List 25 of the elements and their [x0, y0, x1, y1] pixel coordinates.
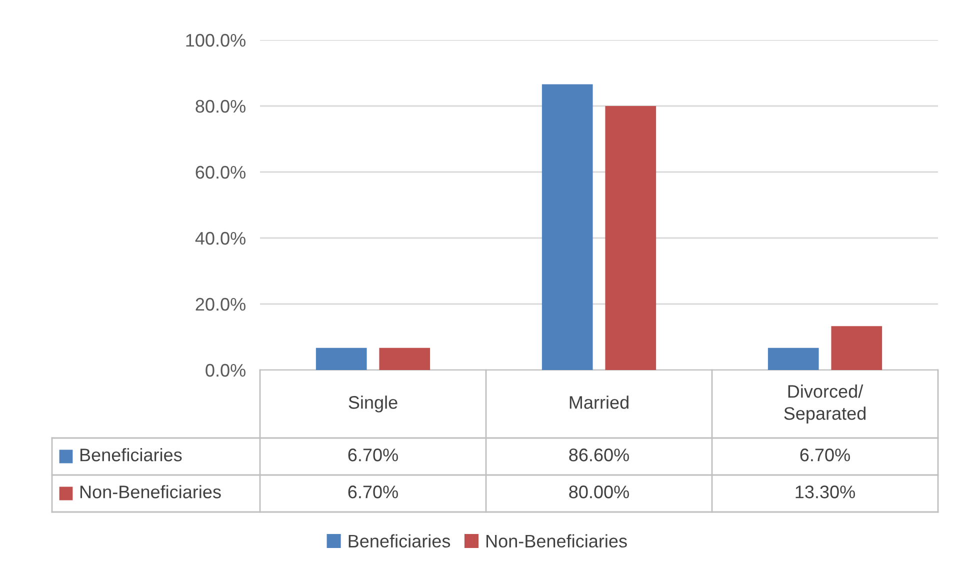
data-label: 6.70%: [800, 448, 850, 462]
y-tick-label: 20.0%: [196, 298, 246, 311]
data-label: 6.70%: [348, 448, 398, 462]
legend-label: Non-Beneficiaries: [486, 534, 627, 548]
data-label: 80.00%: [569, 486, 629, 498]
x-tick-label: Divorced/ Separated: [784, 384, 866, 424]
y-tick-label: 100.0%: [186, 34, 246, 47]
text: Beneficiaries: [348, 534, 450, 548]
bar: [379, 348, 430, 370]
y-tick-label: 40.0%: [195, 232, 246, 245]
bar: [605, 106, 656, 370]
bar: [542, 84, 593, 370]
x-tick-label: Married: [570, 396, 628, 409]
x-tick-label: Single: [348, 396, 398, 412]
y-tick-label: 60.0%: [196, 166, 246, 179]
bar: [768, 348, 819, 370]
data-label: 6.70%: [348, 486, 398, 498]
bar: [831, 326, 882, 370]
text: Non-Beneficiaries: [80, 485, 221, 498]
y-tick-label: 80.0%: [196, 100, 246, 113]
data-label: 86.60%: [569, 448, 629, 462]
data-label: 13.30%: [796, 486, 855, 498]
bar: [316, 348, 367, 370]
y-tick-label: 0.0%: [206, 364, 246, 377]
legend-label: Beneficiaries: [80, 448, 182, 462]
